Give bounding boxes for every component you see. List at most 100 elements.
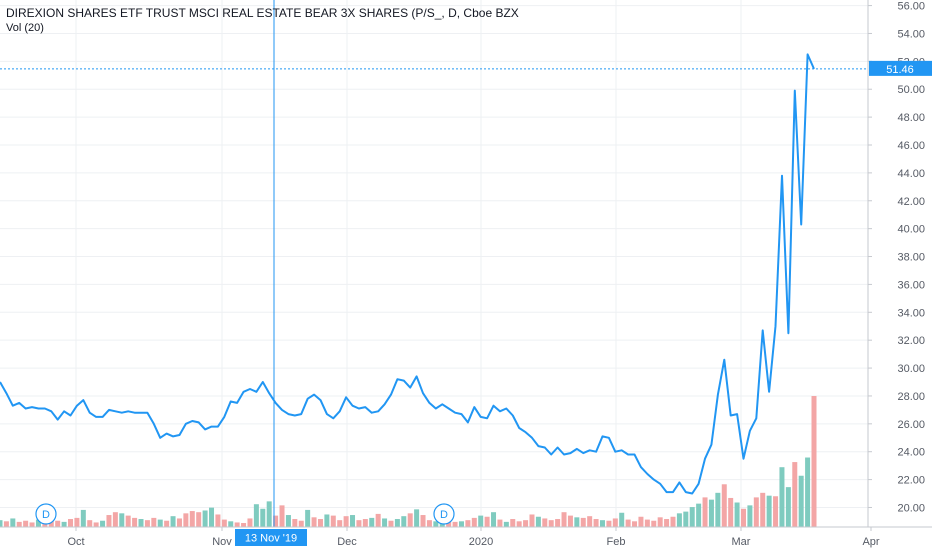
volume-bar: [382, 518, 388, 527]
volume-bar: [253, 504, 259, 527]
dividend-marker-label: D: [440, 509, 448, 521]
volume-bar: [279, 505, 285, 527]
volume-bar: [100, 520, 106, 527]
volume-bar: [260, 508, 266, 527]
volume-bar: [394, 519, 400, 527]
volume-bar: [708, 499, 714, 527]
time-tick-label: Mar: [732, 536, 751, 548]
volume-bar: [535, 516, 541, 527]
volume-bar: [68, 519, 74, 527]
volume-bar: [683, 511, 689, 527]
volume-bar: [516, 521, 522, 527]
volume-bar: [773, 496, 779, 527]
price-tick-label: 32.00: [897, 335, 925, 347]
price-tick-label: 34.00: [897, 307, 925, 319]
volume-bar: [785, 487, 791, 527]
price-axis-background: [868, 0, 932, 550]
price-tick-label: 36.00: [897, 279, 925, 291]
volume-bar: [407, 513, 413, 527]
volume-bar: [625, 519, 631, 527]
volume-bar: [497, 519, 503, 527]
price-tick-label: 38.00: [897, 252, 925, 264]
volume-bar: [330, 515, 336, 527]
price-line: [0, 53, 815, 495]
volume-bar: [811, 396, 817, 527]
volume-bar: [196, 512, 202, 527]
volume-bar: [715, 492, 721, 527]
time-tick-label: Feb: [607, 536, 626, 548]
volume-bar: [151, 517, 157, 527]
time-tick-label: Oct: [67, 536, 84, 548]
volume-bar: [555, 519, 561, 527]
dividend-marker-icon[interactable]: [35, 503, 57, 525]
volume-bar: [369, 517, 375, 527]
volume-bar: [510, 519, 516, 527]
volume-bar: [766, 495, 772, 527]
volume-bar: [728, 497, 734, 527]
volume-bar: [696, 503, 702, 527]
volume-bar: [362, 519, 368, 527]
volume-bar: [189, 511, 195, 527]
volume-bar: [138, 519, 144, 527]
volume-bar: [10, 518, 16, 527]
volume-bar: [548, 520, 554, 527]
volume-bar: [567, 515, 573, 527]
volume-bar: [657, 517, 663, 527]
volume-bar: [228, 521, 234, 527]
volume-bar: [446, 520, 452, 527]
price-tick-label: 40.00: [897, 224, 925, 236]
volume-bar: [593, 519, 599, 527]
volume-bar: [523, 520, 529, 527]
volume-bar: [612, 518, 618, 527]
volume-bar: [433, 521, 439, 527]
volume-bar: [798, 475, 804, 527]
volume-bar: [689, 507, 695, 527]
price-tick-label: 56.00: [897, 1, 925, 13]
price-tick-label: 26.00: [897, 419, 925, 431]
volume-bar: [29, 522, 35, 527]
volume-bar: [16, 521, 22, 527]
volume-bar: [164, 520, 170, 527]
last-price-text: 51.46: [886, 64, 914, 76]
volume-bar: [458, 521, 464, 527]
volume-bar: [606, 520, 612, 527]
volume-bar: [80, 509, 86, 527]
volume-bar: [471, 517, 477, 527]
volume-indicator-label[interactable]: Vol (20): [6, 22, 44, 34]
price-tick-label: 42.00: [897, 196, 925, 208]
crosshair-date-text: 13 Nov '19: [245, 533, 297, 545]
volume-bar: [644, 519, 650, 527]
time-tick-label: 2020: [469, 536, 493, 548]
price-tick-label: 20.00: [897, 502, 925, 514]
volume-bar: [317, 519, 323, 527]
volume-bar: [170, 516, 176, 527]
time-tick-label: Nov: [212, 536, 232, 548]
volume-bar: [241, 523, 247, 527]
volume-bar: [401, 516, 407, 527]
volume-bar: [414, 509, 420, 527]
volume-bar: [452, 521, 458, 527]
volume-bar: [305, 509, 311, 527]
volume-bar: [93, 522, 99, 527]
volume-bar: [209, 507, 215, 527]
volume-bar: [580, 517, 586, 527]
time-tick-label: Dec: [337, 536, 357, 548]
price-tick-label: 54.00: [897, 28, 925, 40]
volume-bar: [74, 517, 80, 527]
time-axis[interactable]: Oct Nov Dec 2020 Feb Mar Apr: [67, 527, 880, 548]
volume-bar: [702, 497, 708, 527]
price-tick-label: 46.00: [897, 140, 925, 152]
volume-bar: [119, 513, 125, 527]
volume-bar: [792, 462, 798, 527]
volume-bar: [106, 515, 112, 527]
dividend-marker-icon[interactable]: [433, 503, 455, 525]
volume-bar: [0, 520, 3, 527]
volume-bar: [266, 501, 272, 527]
chart-grid: [0, 0, 872, 527]
volume-bar: [734, 502, 740, 527]
volume-bar: [805, 457, 811, 527]
volume-bar: [420, 515, 426, 527]
volume-bar: [324, 514, 330, 527]
